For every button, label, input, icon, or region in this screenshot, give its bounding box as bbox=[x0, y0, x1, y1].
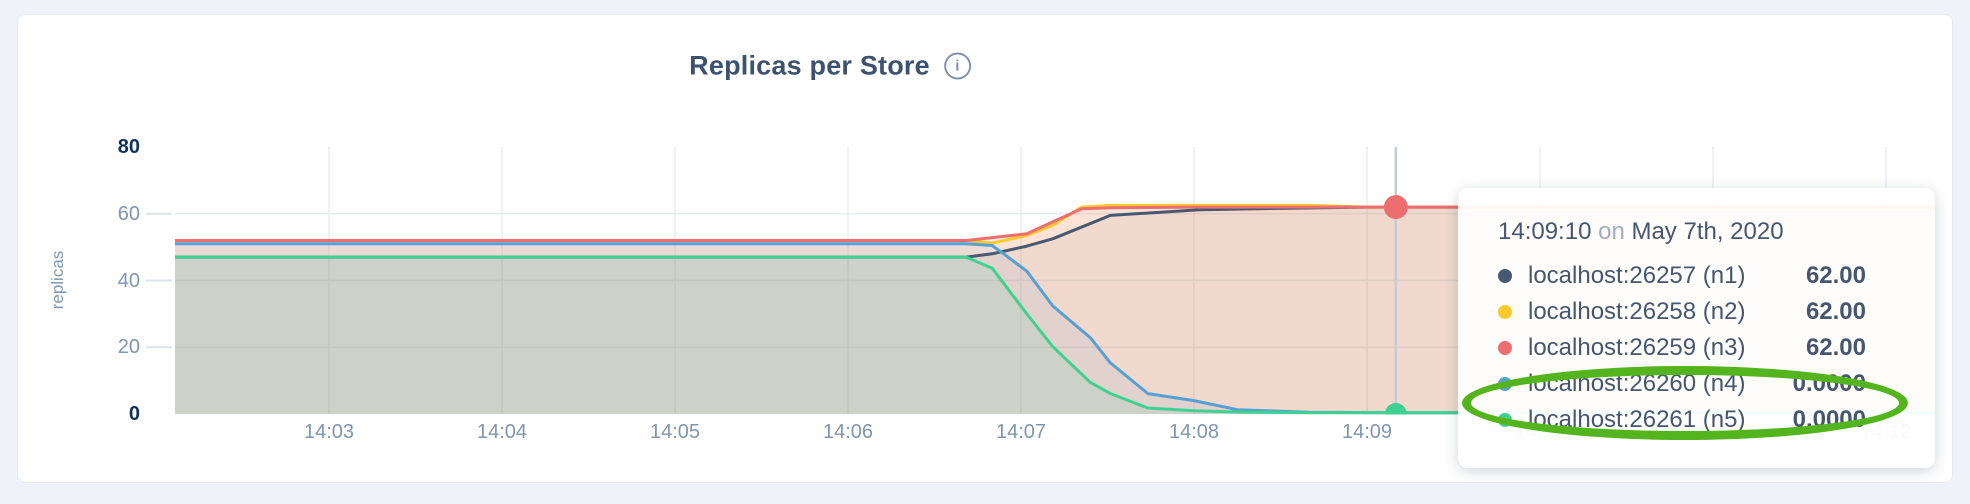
series-color-dot bbox=[1498, 269, 1512, 283]
tooltip-title: 14:09:10 on May 7th, 2020 bbox=[1498, 218, 1935, 246]
tooltip-row-value: 62.00 bbox=[1805, 298, 1866, 325]
y-axis-tick-label: 0 bbox=[128, 403, 140, 425]
series-line-5 bbox=[175, 255, 1935, 415]
tooltip-row-label: localhost:26257 (n1) bbox=[1528, 262, 1746, 289]
x-axis-tick-label: 14:07 bbox=[995, 421, 1047, 443]
series-area-5 bbox=[175, 257, 1935, 414]
series-color-dot bbox=[1498, 341, 1512, 355]
tooltip-row: localhost:26258 (n2) 62.00 bbox=[1498, 294, 1935, 330]
info-icon[interactable]: i bbox=[943, 52, 971, 80]
tooltip-on-word: on bbox=[1598, 218, 1625, 245]
chart-title: Replicas per Store bbox=[689, 50, 930, 81]
tooltip-row-value: 62.00 bbox=[1805, 334, 1866, 361]
tooltip-date: May 7th, 2020 bbox=[1631, 218, 1784, 245]
chart-header: Replicas per Store i bbox=[689, 51, 971, 82]
x-axis-tick-label: 14:09 bbox=[1341, 421, 1393, 443]
series-color-dot bbox=[1498, 305, 1512, 319]
tooltip-row: localhost:26259 (n3) 62.00 bbox=[1498, 330, 1935, 366]
x-axis-tick-label: 14:06 bbox=[822, 421, 874, 443]
hover-dot bbox=[1384, 403, 1407, 415]
hover-dots bbox=[1383, 195, 1408, 415]
series-area-4 bbox=[175, 243, 1935, 414]
x-axis-tick-label: 14:03 bbox=[303, 421, 355, 443]
tooltip-row-value: 62.00 bbox=[1805, 262, 1866, 289]
y-axis-tick-label: 40 bbox=[117, 269, 140, 292]
tooltip-row-label: localhost:26259 (n3) bbox=[1528, 334, 1746, 361]
y-axis-tick-label: 80 bbox=[117, 136, 140, 158]
tooltip-row: localhost:26257 (n1) 62.00 bbox=[1498, 258, 1935, 294]
hover-dot bbox=[1383, 195, 1408, 220]
tooltip-time: 14:09:10 bbox=[1498, 218, 1592, 245]
x-axis-tick-label: 14:05 bbox=[649, 421, 701, 443]
y-axis-tick-label: 20 bbox=[117, 336, 140, 359]
x-axis-tick-label: 14:08 bbox=[1168, 421, 1220, 443]
x-axis-tick-label: 14:04 bbox=[476, 421, 528, 443]
y-axis-tick-label: 60 bbox=[117, 202, 140, 225]
annotation-highlight-ellipse bbox=[1462, 366, 1908, 440]
series-line-3 bbox=[175, 205, 1935, 242]
tooltip-row-label: localhost:26258 (n2) bbox=[1528, 298, 1746, 325]
series-lines bbox=[175, 203, 1935, 415]
